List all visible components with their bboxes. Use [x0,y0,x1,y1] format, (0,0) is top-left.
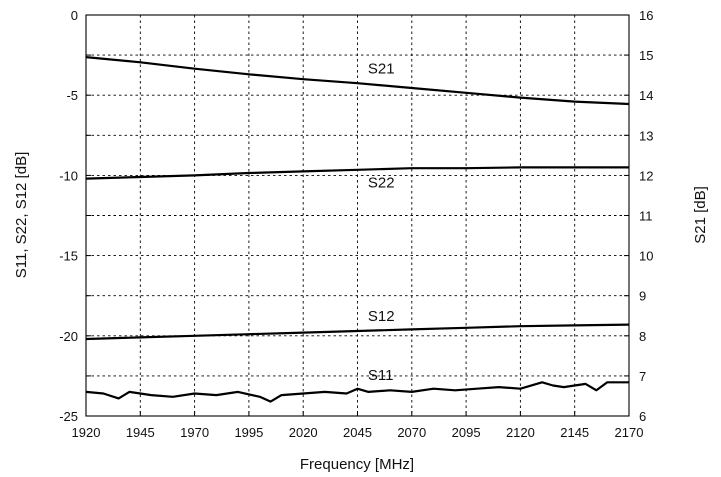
y-tick-label-right: 10 [639,249,653,264]
x-tick-label: 1945 [126,425,155,440]
y-tick-label-right: 16 [639,8,653,23]
x-tick-label: 2170 [615,425,644,440]
y-tick-label-right: 9 [639,289,646,304]
y-tick-label-left: -15 [59,249,78,264]
y-tick-label-right: 15 [639,48,653,63]
series-line-s22 [85,166,629,180]
series-line-s21 [85,56,630,106]
x-tick-label: 1995 [234,425,263,440]
y-tick-label-right: 6 [639,409,646,424]
y-tick-label-right: 11 [639,209,653,224]
y-tick-label-left: -5 [66,88,78,103]
x-axis-title: Frequency [MHz] [300,456,414,473]
series-labels: S21 S22 S12 S11 [368,61,395,384]
tick-labels: 1920 1945 1970 1995 2020 2045 2070 2095 2120 2145… [59,8,653,440]
x-tick-label: 2145 [560,425,589,440]
y-tick-label-right: 12 [639,168,653,183]
series-line-s12 [85,323,630,341]
y-tick-label-left: -20 [59,329,78,344]
series-label-s11: S11 [368,367,394,384]
ticks [85,14,630,417]
x-tick-label: 2045 [343,425,372,440]
y-tick-label-left: -25 [59,409,78,424]
x-tick-label: 1970 [180,425,209,440]
series-label-s22: S22 [368,175,395,192]
x-tick-label: 2020 [289,425,318,440]
x-tick-label: 2095 [452,425,481,440]
y-axis-title-right: S21 [dB] [692,186,709,244]
x-tick-label: 2070 [397,425,426,440]
series-label-s21: S21 [368,61,395,78]
y-tick-label-left: -10 [59,168,78,183]
y-tick-label-right: 13 [639,128,653,143]
y-tick-label-right: 14 [639,88,653,103]
y-tick-label-right: 8 [639,329,646,344]
y-tick-label-left: 0 [71,8,78,23]
x-tick-label: 1920 [72,425,101,440]
gridlines [86,15,629,416]
y-tick-label-right: 7 [639,369,646,384]
series-label-s12: S12 [368,308,395,325]
series-lines [85,56,630,403]
y-axis-title-left: S11, S22, S12 [dB] [13,152,30,278]
x-tick-label: 2120 [506,425,535,440]
series-line-s11 [85,381,629,403]
